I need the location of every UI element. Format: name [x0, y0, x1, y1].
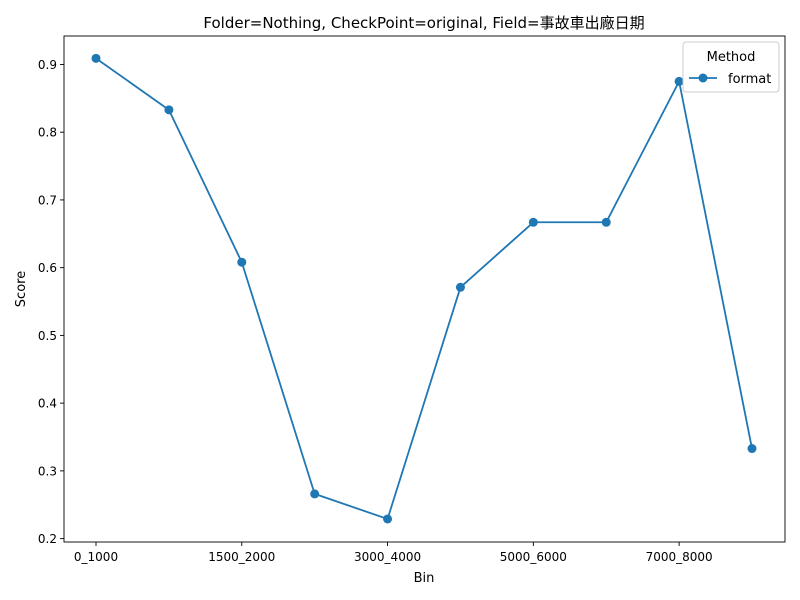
- legend: Method format: [682, 41, 780, 93]
- data-point: [91, 53, 101, 63]
- legend-title: Method: [707, 50, 756, 65]
- series-line-format: [95, 57, 753, 520]
- data-point: [528, 217, 538, 227]
- y-tick-label: 0.8: [38, 126, 57, 140]
- y-tick-label: 0.7: [38, 193, 57, 207]
- y-tick-label: 0.5: [38, 329, 57, 343]
- plot-area: 0.2 0.3 0.4 0.5 0.6 0.7 0.8 0.9 0_1000 1500_2000 3…: [38, 53, 757, 564]
- x-tick-label: 1500_2000: [208, 550, 275, 564]
- x-tick-label: 7000_8000: [646, 550, 713, 564]
- legend-label-format: format: [728, 72, 771, 87]
- y-axis-label: Score: [14, 271, 29, 307]
- chart-title: Folder=Nothing, CheckPoint=original, Fie…: [203, 14, 644, 32]
- legend-marker-format: [698, 73, 708, 83]
- data-point: [310, 489, 320, 499]
- y-tick-label: 0.2: [38, 532, 57, 546]
- data-point: [747, 444, 757, 454]
- x-tick-label: 5000_6000: [500, 550, 567, 564]
- data-point: [674, 76, 684, 86]
- x-axis-label: Bin: [414, 571, 435, 586]
- x-tick-label: 3000_4000: [354, 550, 421, 564]
- plot-frame: [63, 35, 786, 543]
- y-tick-label: 0.4: [38, 397, 57, 411]
- y-tick-label: 0.3: [38, 464, 57, 478]
- y-tick-label: 0.9: [38, 58, 57, 72]
- data-point: [164, 105, 174, 115]
- data-point: [601, 217, 611, 227]
- data-point: [455, 282, 465, 292]
- data-point: [237, 257, 247, 267]
- x-tick-label: 0_1000: [74, 550, 118, 564]
- data-point: [383, 514, 393, 524]
- y-tick-label: 0.6: [38, 261, 57, 275]
